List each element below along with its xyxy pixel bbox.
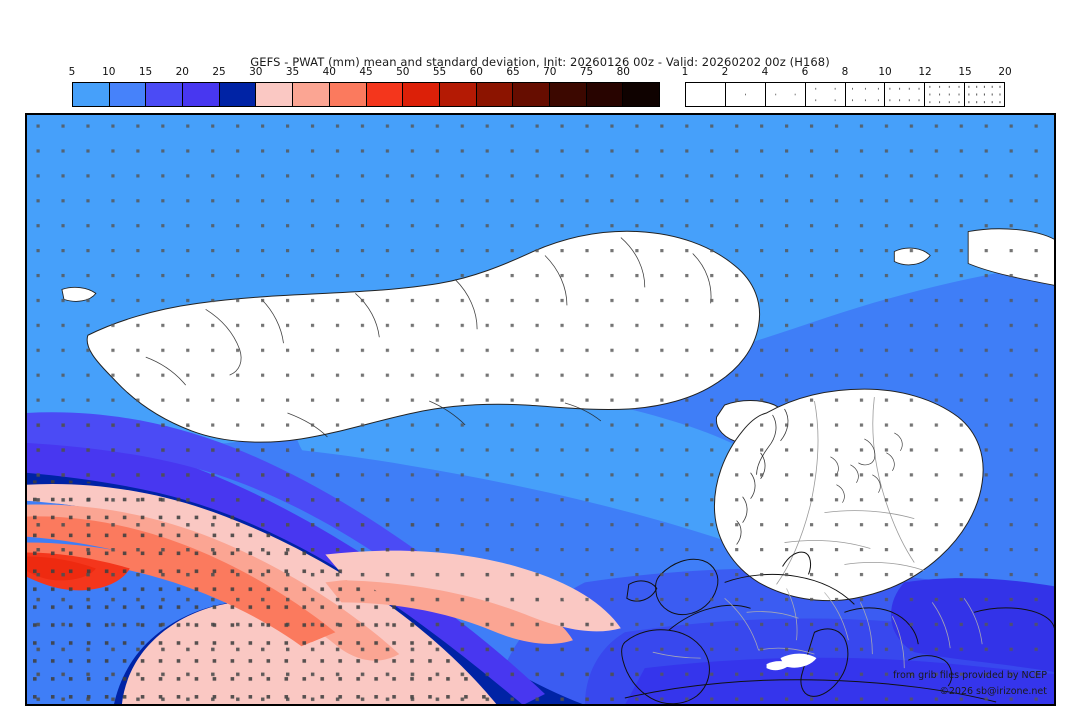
colorbar-cell [513, 83, 550, 106]
stipple-legend-cell [765, 83, 806, 106]
stipple-tick-label: 15 [958, 66, 972, 78]
colorbar-cell [109, 83, 147, 106]
stipple-legend-cell [885, 83, 926, 106]
attribution-source: from grib files provided by NCEP [892, 670, 1047, 681]
colorbar-tick-label: 55 [432, 66, 447, 78]
colorbar-tick-label: 80 [616, 66, 630, 78]
stipple-tick-label: 10 [878, 66, 892, 78]
colorbar-cell [183, 83, 220, 106]
colorbar-cell [586, 83, 624, 106]
colorbar-pwat-mean-ticks: 5 10 15 20 25 30 35 40 45 50 55 60 65 70 75 80 [68, 66, 660, 82]
colorbar-tick-label: 20 [175, 66, 189, 78]
stipple-legend-cell [925, 83, 966, 106]
map-panel[interactable]: from grib files provided by NCEP ©2026 s… [25, 113, 1056, 706]
colorbar-cell [403, 83, 440, 106]
colorbar-tick-label: 10 [102, 66, 116, 78]
colorbar-cell [549, 83, 587, 106]
colorbar-pwat-mean-strip [72, 82, 660, 107]
colorbar-cell [476, 83, 514, 106]
stipple-legend-cell [965, 83, 1004, 106]
colorbar-tick-label: 60 [469, 66, 483, 78]
colorbar-cell [293, 83, 330, 106]
colorbar-pwat-stddev: 1 2 4 6 8 10 12 15 20 [681, 66, 1012, 107]
colorbar-cell [329, 83, 367, 106]
stipple-tick-label: 1 [681, 66, 689, 78]
stipple-legend-cell [725, 83, 766, 106]
colorbar-tick-label: 15 [138, 66, 153, 78]
stipple-legend-cell [686, 83, 726, 106]
colorbar-tick-label: 70 [543, 66, 557, 78]
colorbar-pwat-stddev-ticks: 1 2 4 6 8 10 12 15 20 [681, 66, 1012, 82]
colorbar-cell [219, 83, 257, 106]
stipple-tick-label: 2 [721, 66, 729, 78]
colorbar-pwat-stddev-strip [685, 82, 1005, 107]
colorbar-tick-label: 75 [579, 66, 594, 78]
colorbar-tick-label: 25 [212, 66, 226, 78]
colorbar-tick-label: 30 [249, 66, 263, 78]
colorbar-cell [73, 83, 110, 106]
stipple-legend-cell [805, 83, 846, 106]
pwat-contour-map [26, 114, 1055, 705]
page-title: GEFS - PWAT (mm) mean and standard devia… [250, 55, 830, 69]
colorbar-tick-label: 35 [285, 66, 300, 78]
colorbar-cell [256, 83, 294, 106]
colorbar-tick-label: 50 [396, 66, 410, 78]
stipple-tick-label: 12 [918, 66, 932, 78]
colorbar-tick-label: 65 [506, 66, 520, 78]
stipple-tick-label: 8 [841, 66, 849, 78]
stipple-tick-label: 6 [801, 66, 809, 78]
colorbar-pwat-mean: 5 10 15 20 25 30 35 40 45 50 55 60 65 70 75 80 [68, 66, 660, 107]
colorbar-cell [623, 83, 659, 106]
colorbar-cell [366, 83, 404, 106]
attribution-copyright: ©2026 sb@irizone.net [939, 686, 1047, 697]
colorbar-tick-label: 5 [68, 66, 76, 78]
colorbar-tick-label: 45 [359, 66, 373, 78]
stipple-legend-cell [845, 83, 886, 106]
stipple-tick-label: 4 [761, 66, 769, 78]
colorbar-cell [439, 83, 477, 106]
stipple-tick-label: 20 [998, 66, 1012, 78]
colorbar-cell [146, 83, 184, 106]
colorbar-tick-label: 40 [322, 66, 336, 78]
